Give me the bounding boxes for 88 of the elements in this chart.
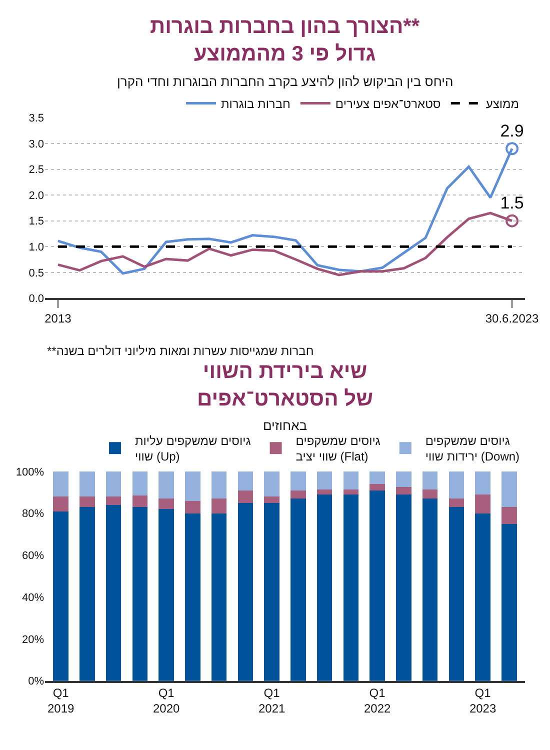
- y-tick-label: 40%: [22, 592, 44, 604]
- bar: [211, 513, 227, 681]
- data-label: 1.5: [500, 194, 524, 213]
- y-tick-label: 100%: [16, 466, 44, 478]
- legend-label: גיוסים שמשקפים שווי יציב (Flat): [296, 434, 380, 464]
- y-tick-label: 20%: [22, 634, 44, 646]
- bar: [264, 471, 280, 497]
- bar: [343, 471, 359, 490]
- bar: [80, 471, 95, 497]
- legend-label: גיוסים שמשקפים עליות שווי (Up): [135, 434, 251, 464]
- chart-title: שיא בירידת השווי של הסטארט־אפים: [197, 360, 374, 410]
- data-label: 2.9: [500, 122, 524, 141]
- bar: [370, 484, 385, 490]
- legend-label: סטארט־אפים צעירים: [335, 96, 441, 111]
- y-tick-label: 1.5: [28, 216, 44, 228]
- x-tick-label: 2013: [44, 311, 72, 326]
- legend-label: ממוצע: [486, 96, 520, 111]
- bar: [238, 471, 254, 490]
- bar: [316, 489, 332, 494]
- legend-label: חברות בוגרות: [221, 96, 290, 111]
- y-tick-label: 0.0: [28, 293, 44, 306]
- y-tick-label: 60%: [22, 550, 44, 562]
- bar: [290, 498, 306, 681]
- bar: [132, 507, 148, 681]
- bar: [316, 494, 332, 681]
- bar: [211, 498, 227, 514]
- y-tick-label: 0.5: [28, 267, 44, 280]
- bar: [185, 513, 200, 681]
- bar: [448, 507, 464, 681]
- bar: [502, 471, 517, 508]
- bar: [53, 496, 68, 512]
- chart-subtitle: באחוזים: [263, 418, 308, 433]
- x-tick-label: Q1 2019: [47, 686, 74, 716]
- bar: [343, 494, 359, 681]
- x-tick-label: 30.6.2023: [485, 311, 540, 326]
- bar: [475, 471, 490, 494]
- x-tick-label: Q1 2020: [152, 686, 180, 716]
- bar: [396, 494, 412, 681]
- y-tick-label: 3.0: [28, 138, 44, 150]
- bar: [238, 502, 254, 681]
- bar: [211, 471, 227, 499]
- bar: [158, 471, 174, 499]
- x-tick-label: Q1 2021: [258, 686, 286, 716]
- chart-subtitle: היחס בין הביקוש להון להיצע בקרב החברות הבוגרות וחדי הקרן: [117, 74, 454, 89]
- bar: [106, 471, 122, 497]
- bar: [448, 471, 464, 499]
- bar: [158, 509, 174, 681]
- bar: [238, 490, 254, 503]
- bar: [132, 471, 148, 496]
- chart-title: הצורך בהון בחברות בוגרות** גדול פי 3 מהממוצע: [150, 15, 420, 66]
- y-tick-label: 80%: [22, 508, 44, 520]
- bar: [396, 471, 412, 488]
- bar: [343, 489, 359, 494]
- bar: [370, 471, 385, 484]
- bar: [264, 496, 280, 503]
- legend-label: גיוסים שמשקפים ירידות שווי (Down): [425, 434, 520, 464]
- bar: [53, 511, 68, 681]
- bar: [80, 507, 95, 681]
- y-tick-label: 2.0: [28, 190, 44, 202]
- bar: [290, 471, 306, 490]
- bar: [185, 500, 200, 514]
- bar: [80, 496, 95, 508]
- bar: [502, 507, 517, 524]
- x-tick-label: Q1 2022: [364, 686, 391, 716]
- bar: [185, 471, 200, 501]
- y-tick-label: 3.5: [28, 112, 44, 125]
- bar: [264, 502, 280, 681]
- bar: [422, 498, 438, 681]
- bar: [158, 498, 174, 510]
- bar: [475, 494, 490, 514]
- bar: [370, 490, 385, 681]
- text: **חברות שמגייסות עשרות ומאות מיליוני דולרים בשנה: [47, 344, 314, 358]
- bar: [475, 513, 490, 681]
- bar: [316, 471, 332, 490]
- bar: [422, 489, 438, 499]
- y-tick-label: 2.5: [28, 164, 44, 176]
- bar: [448, 498, 464, 508]
- bar: [106, 504, 122, 681]
- bar: [53, 471, 68, 497]
- bar: [106, 496, 122, 505]
- bar: [422, 471, 438, 490]
- bar: [132, 496, 148, 508]
- y-tick-label: 0%: [28, 676, 44, 688]
- bar: [502, 524, 517, 681]
- bar: [396, 487, 412, 494]
- y-tick-label: 1.0: [28, 241, 44, 254]
- bar: [290, 490, 306, 499]
- x-tick-label: Q1 2023: [469, 686, 496, 716]
